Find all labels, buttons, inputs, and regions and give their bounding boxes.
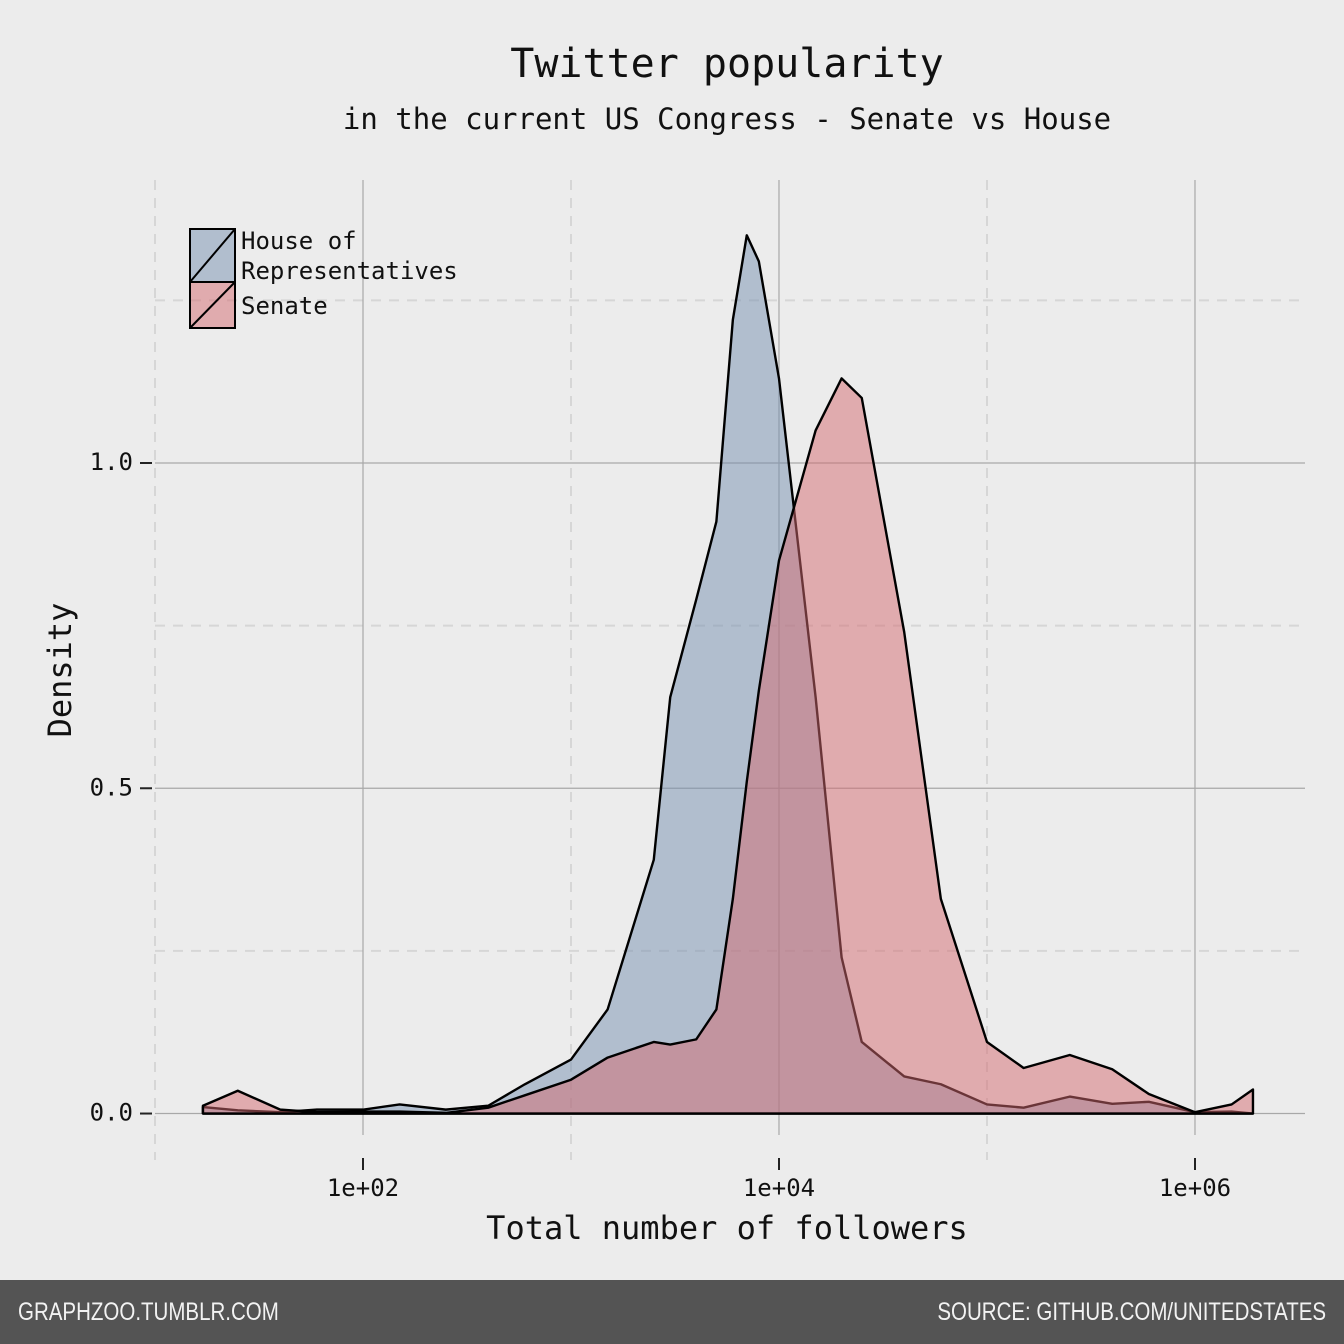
x-tick-label: 1e+06 xyxy=(1159,1174,1231,1202)
legend xyxy=(189,228,236,329)
chart: Twitter popularity in the current US Con… xyxy=(41,41,1305,1247)
legend-swatch-line xyxy=(189,281,236,329)
footer-credit: GRAPHZOO.TUMBLR.COM xyxy=(18,1298,279,1326)
y-axis-title: Density xyxy=(41,603,79,738)
chart-subtitle: in the current US Congress - Senate vs H… xyxy=(343,102,1111,136)
x-tick-label: 1e+02 xyxy=(327,1174,399,1202)
chart-title: Twitter popularity xyxy=(510,41,943,87)
x-tick-label: 1e+04 xyxy=(743,1174,815,1202)
legend-swatch-line xyxy=(189,228,236,283)
density-area xyxy=(201,377,1255,1115)
footer: GRAPHZOO.TUMBLR.COM SOURCE: GITHUB.COM/U… xyxy=(0,1280,1344,1344)
y-tick-label: 0.0 xyxy=(90,1099,133,1127)
y-tick-label: 0.5 xyxy=(90,773,133,801)
legend-label: Senate xyxy=(241,292,328,320)
y-tick-label: 1.0 xyxy=(90,448,133,476)
x-axis-title: Total number of followers xyxy=(486,1209,968,1247)
footer-source: SOURCE: GITHUB.COM/UNITEDSTATES xyxy=(937,1298,1326,1326)
legend-label: House of Representatives xyxy=(241,227,458,285)
